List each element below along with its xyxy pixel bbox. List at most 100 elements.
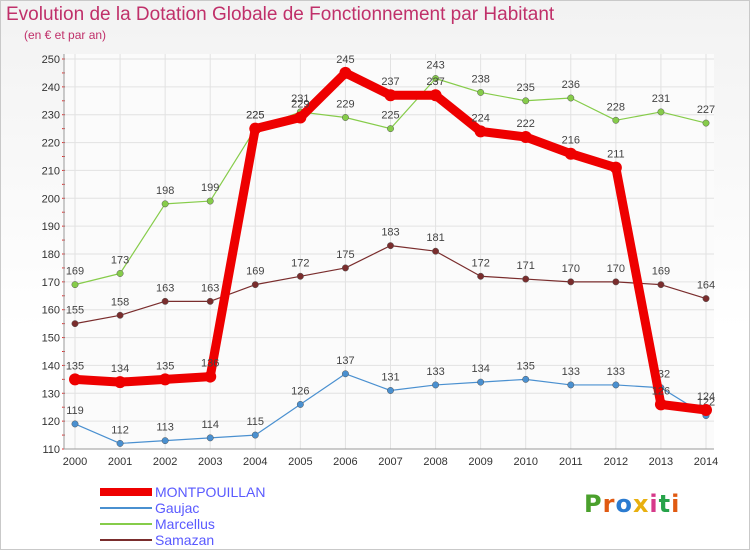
data-point-samazan: [657, 281, 665, 289]
data-point-montpouillan: [294, 111, 307, 124]
data-point-marcellus: [657, 108, 665, 116]
data-label-montpouillan: 237: [381, 76, 399, 88]
legend-label-gaujac: Gaujac: [155, 500, 200, 516]
data-label-marcellus: 243: [426, 60, 444, 72]
data-label-samazan: 172: [471, 257, 489, 269]
data-point-samazan: [432, 247, 440, 255]
data-label-gaujac: 133: [562, 366, 580, 378]
data-label-montpouillan: 216: [562, 135, 580, 147]
data-point-marcellus: [522, 97, 530, 105]
legend-item-montpouillan: MONTPOUILLAN: [100, 484, 340, 500]
data-point-montpouillan: [204, 370, 217, 383]
data-label-gaujac: 133: [426, 366, 444, 378]
data-point-gaujac: [296, 400, 304, 408]
data-point-gaujac: [477, 378, 485, 386]
data-point-samazan: [251, 281, 259, 289]
data-point-marcellus: [206, 197, 214, 205]
y-tick-label: 150: [42, 333, 60, 345]
data-point-marcellus: [341, 114, 349, 121]
x-tick-label: 2003: [198, 456, 222, 468]
data-point-samazan: [612, 278, 620, 286]
data-label-samazan: 163: [201, 282, 219, 294]
y-tick-label: 200: [42, 193, 60, 205]
data-label-samazan: 170: [607, 263, 625, 275]
x-tick-label: 2002: [153, 456, 177, 468]
chart-title: Evolution de la Dotation Globale de Fonc…: [6, 4, 555, 25]
data-label-gaujac: 137: [336, 355, 354, 367]
legend-swatch-samazan: [100, 539, 152, 541]
logo-letter: P: [584, 490, 603, 518]
data-point-samazan: [161, 297, 169, 305]
data-label-montpouillan: 136: [201, 358, 219, 370]
x-tick-label: 2006: [333, 456, 357, 468]
data-label-gaujac: 135: [517, 360, 535, 372]
data-point-samazan: [116, 311, 124, 319]
data-label-samazan: 163: [156, 282, 174, 294]
chart-subtitle: (en € et par an): [24, 28, 107, 42]
data-point-gaujac: [116, 439, 124, 447]
data-label-gaujac: 131: [381, 372, 399, 384]
legend-item-samazan: Samazan: [100, 532, 340, 548]
data-label-samazan: 169: [652, 266, 670, 278]
data-label-samazan: 158: [111, 296, 129, 308]
data-label-samazan: 169: [246, 266, 264, 278]
logo-letter: r: [602, 490, 616, 518]
data-point-gaujac: [432, 381, 440, 389]
y-tick-label: 130: [42, 388, 60, 400]
y-tick-label: 170: [42, 277, 60, 289]
data-label-samazan: 183: [381, 227, 399, 239]
data-point-marcellus: [71, 281, 79, 289]
data-point-marcellus: [702, 119, 710, 127]
data-point-samazan: [296, 272, 304, 280]
legend-item-marcellus: Marcellus: [100, 516, 340, 532]
x-tick-label: 2001: [108, 456, 132, 468]
legend-swatch-marcellus: [100, 523, 152, 525]
data-label-samazan: 164: [697, 280, 715, 292]
data-point-montpouillan: [159, 373, 172, 386]
y-tick-label: 250: [42, 54, 60, 66]
data-label-gaujac: 126: [291, 385, 309, 397]
data-point-gaujac: [206, 434, 214, 442]
data-point-montpouillan: [114, 376, 127, 389]
logo-letter: i: [671, 490, 681, 518]
data-label-marcellus: 236: [562, 79, 580, 91]
data-point-montpouillan: [519, 131, 532, 143]
y-tick-label: 160: [42, 305, 60, 317]
data-label-montpouillan: 237: [426, 76, 444, 88]
data-point-gaujac: [522, 375, 530, 383]
data-label-montpouillan: 229: [291, 99, 309, 111]
data-label-marcellus: 229: [336, 99, 354, 111]
x-tick-label: 2012: [604, 456, 628, 468]
legend-label-samazan: Samazan: [155, 532, 215, 548]
data-point-gaujac: [251, 431, 259, 439]
data-label-gaujac: 134: [471, 363, 489, 375]
data-point-montpouillan: [384, 89, 397, 102]
data-point-montpouillan: [249, 122, 262, 135]
data-point-marcellus: [432, 75, 440, 82]
legend-label-montpouillan: MONTPOUILLAN: [155, 484, 266, 500]
y-tick-label: 240: [42, 82, 60, 94]
y-tick-label: 230: [42, 110, 60, 122]
y-tick-label: 190: [42, 221, 60, 233]
data-point-marcellus: [612, 116, 620, 124]
data-label-montpouillan: 124: [697, 391, 715, 403]
data-label-gaujac: 113: [156, 422, 174, 434]
data-label-montpouillan: 135: [66, 360, 84, 372]
data-label-marcellus: 225: [246, 110, 264, 122]
y-tick-label: 140: [42, 360, 60, 372]
data-point-gaujac: [71, 420, 79, 428]
y-tick-label: 110: [42, 444, 60, 456]
data-label-montpouillan: 135: [156, 360, 174, 372]
data-label-montpouillan: 224: [471, 112, 489, 124]
data-label-montpouillan: 225: [246, 110, 264, 122]
data-label-samazan: 181: [426, 232, 444, 244]
data-point-montpouillan: [654, 398, 667, 411]
data-label-marcellus: 235: [517, 82, 535, 94]
data-point-marcellus: [477, 88, 485, 96]
data-point-samazan: [522, 275, 530, 283]
data-label-samazan: 155: [66, 305, 84, 317]
x-tick-label: 2014: [694, 456, 718, 468]
proxiti-logo: Proxiti: [584, 490, 680, 518]
logo-letter: t: [658, 490, 672, 518]
data-label-samazan: 171: [517, 260, 535, 272]
